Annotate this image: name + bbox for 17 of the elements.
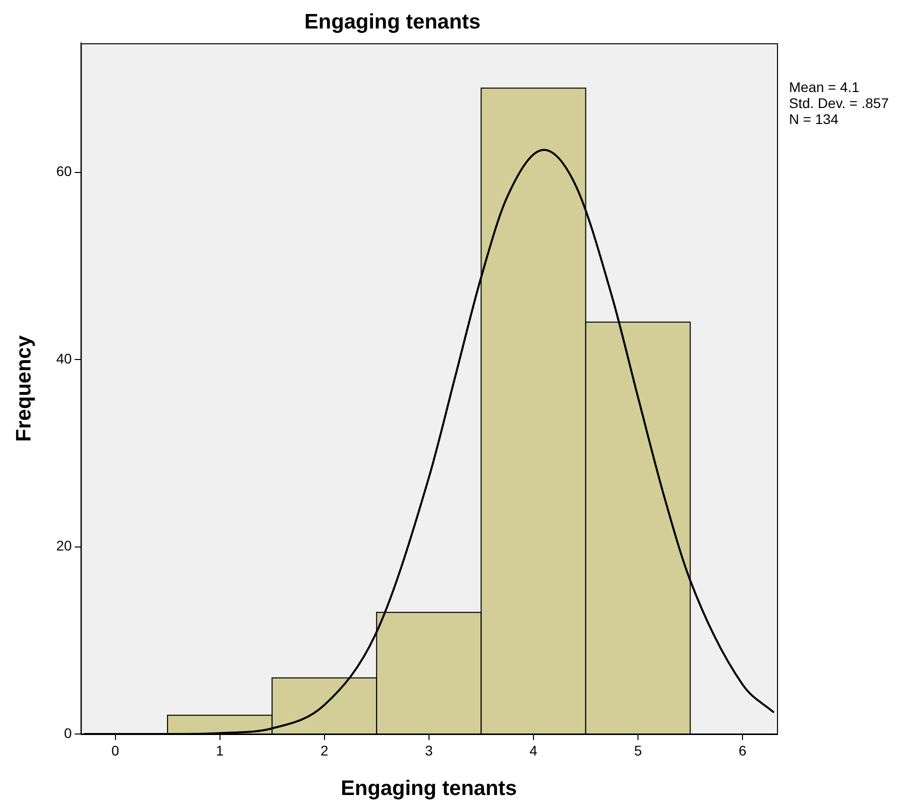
text: Mean = 4.1 (789, 79, 860, 96)
text: N = 134 (789, 111, 839, 128)
x-axis-title: Engaging tenants (340, 777, 517, 800)
y-tick-label: 20 (56, 538, 72, 554)
chart-title: Engaging tenants (304, 10, 481, 34)
y-axis-title: Frequency (12, 335, 36, 442)
x-tick-label: 3 (424, 742, 433, 758)
x-tick-label: 2 (320, 742, 328, 758)
text: Std. Dev. = .857 (789, 95, 889, 112)
y-tick-label: 0 (64, 724, 72, 741)
x-tick-label: 4 (530, 742, 538, 758)
x-tick-label: 5 (634, 742, 642, 758)
x-tick-label: 1 (216, 742, 224, 758)
y-tick-label: 40 (56, 350, 72, 366)
y-tick-label: 60 (56, 163, 72, 180)
x-tick-label: 0 (111, 742, 120, 758)
x-tick-label: 6 (738, 742, 747, 758)
